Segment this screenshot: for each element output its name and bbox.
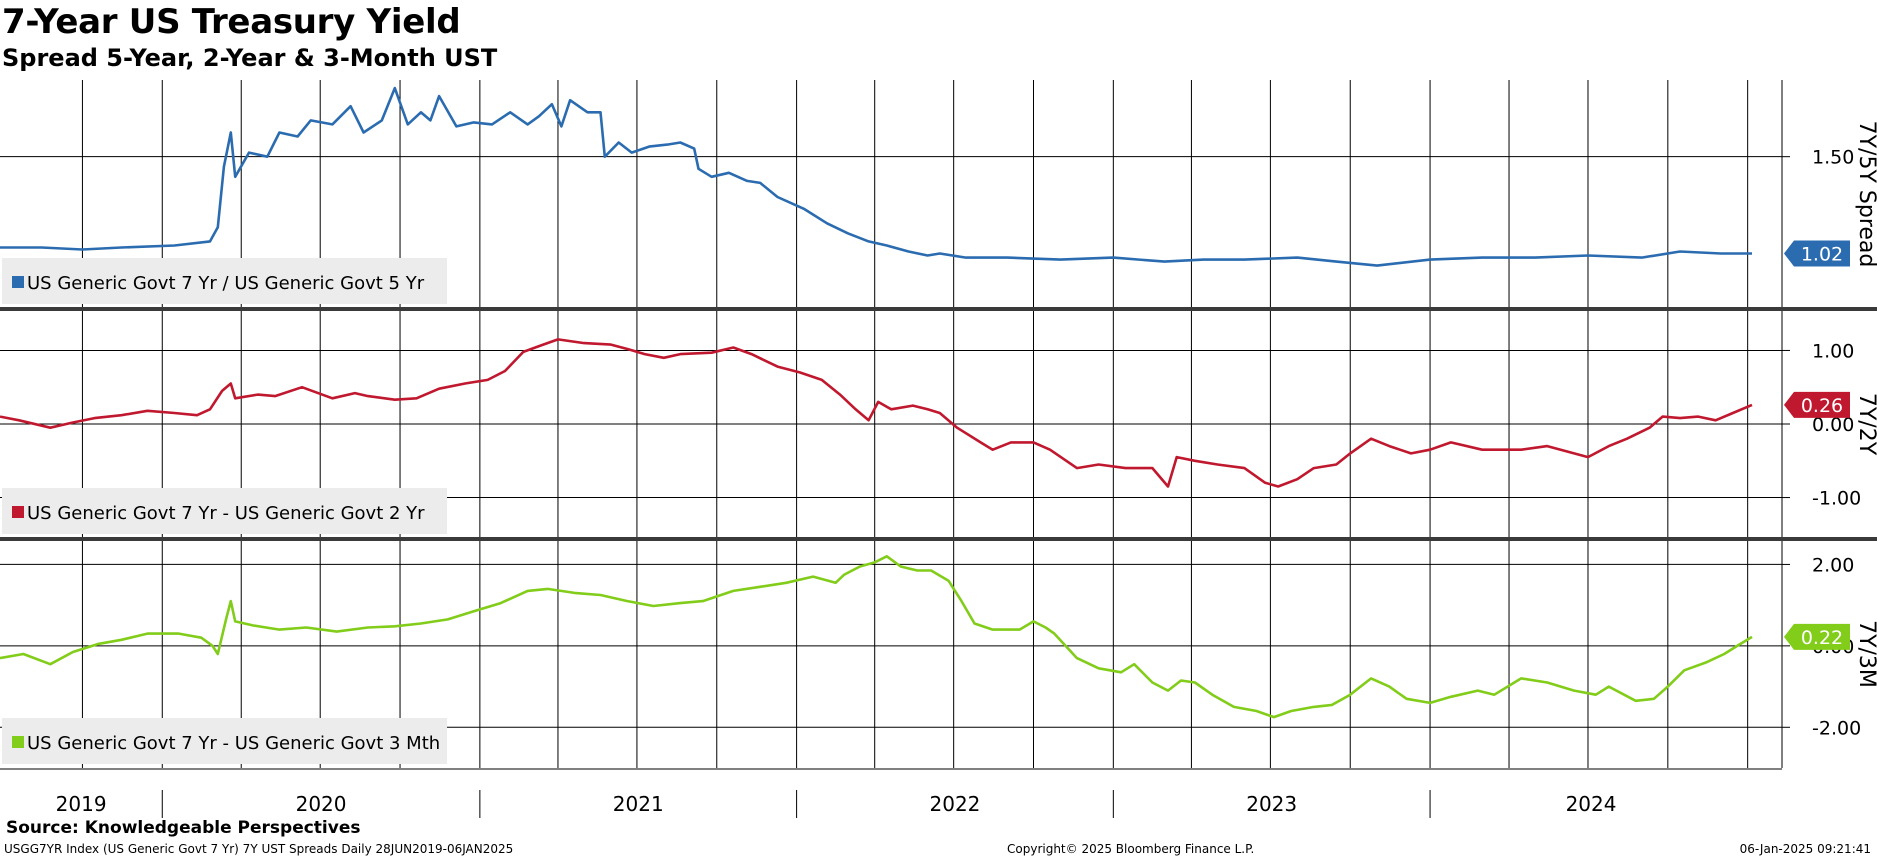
legend-swatch bbox=[12, 736, 24, 748]
footer-copyright: Copyright© 2025 Bloomberg Finance L.P. bbox=[1007, 842, 1255, 856]
legend-background bbox=[2, 488, 447, 534]
x-tick-label: 2021 bbox=[613, 792, 664, 816]
panel-1: 1.50 US Generic Govt 7 Yr / US Generic Go… bbox=[0, 80, 1877, 308]
series-line-2 bbox=[0, 338, 1753, 488]
chart-title: 7-Year US Treasury Yield bbox=[2, 2, 461, 42]
source-note: Source: Knowledgeable Perspectives bbox=[6, 818, 361, 838]
legend-label: US Generic Govt 7 Yr / US Generic Govt 5… bbox=[27, 273, 425, 294]
legend-label: US Generic Govt 7 Yr - US Generic Govt 3… bbox=[27, 733, 440, 754]
last-value-label: 1.02 bbox=[1801, 244, 1843, 266]
legend-background bbox=[2, 258, 447, 304]
axis-title-1: 7Y/5Y Spread bbox=[1854, 121, 1877, 268]
axis-title-2: 7Y/2Y bbox=[1854, 393, 1877, 456]
y-tick-label: 0.00 bbox=[1812, 414, 1854, 436]
legend-label: US Generic Govt 7 Yr - US Generic Govt 2… bbox=[27, 503, 425, 524]
chart-svg: 1.50 US Generic Govt 7 Yr / US Generic Go… bbox=[0, 80, 1877, 818]
last-value-label: 0.26 bbox=[1801, 395, 1843, 417]
last-value-marker-2: 0.26 bbox=[1784, 391, 1850, 418]
legend-swatch bbox=[12, 276, 24, 288]
chart-subtitle: Spread 5-Year, 2-Year & 3-Month UST bbox=[2, 44, 498, 72]
legend-2: US Generic Govt 7 Yr - US Generic Govt 2… bbox=[2, 488, 447, 534]
legend-3: US Generic Govt 7 Yr - US Generic Govt 3… bbox=[2, 718, 447, 764]
last-value-marker-3: 0.22 bbox=[1784, 623, 1850, 650]
series-line-3 bbox=[0, 555, 1753, 719]
panel-2: 1.00 0.00 -1.00 US Generic Govt 7 Yr - US G… bbox=[0, 310, 1877, 538]
series-line-1 bbox=[0, 86, 1752, 267]
x-tick-label: 2024 bbox=[1566, 792, 1617, 816]
x-tick-label: 2023 bbox=[1246, 792, 1297, 816]
y-tick-label: 1.50 bbox=[1812, 147, 1854, 169]
x-tick-label: 2020 bbox=[296, 792, 347, 816]
legend-1: US Generic Govt 7 Yr / US Generic Govt 5… bbox=[2, 258, 447, 304]
legend-background bbox=[2, 718, 447, 764]
last-value-tag bbox=[1784, 623, 1850, 650]
y-tick-label: 2.00 bbox=[1812, 554, 1854, 576]
last-value-tag bbox=[1784, 240, 1850, 267]
last-value-marker-1: 1.02 bbox=[1784, 240, 1850, 267]
legend-swatch bbox=[12, 506, 24, 518]
x-tick-label: 2022 bbox=[930, 792, 981, 816]
axis-title-3: 7Y/3M bbox=[1854, 620, 1877, 688]
last-value-label: 0.22 bbox=[1801, 627, 1843, 649]
footer-timestamp: 06-Jan-2025 09:21:41 bbox=[1739, 842, 1871, 856]
y-tick-label: -2.00 bbox=[1812, 717, 1861, 739]
y-tick-label: 1.00 bbox=[1812, 340, 1854, 362]
last-value-tag bbox=[1784, 391, 1850, 418]
x-tick-label: 2019 bbox=[56, 792, 107, 816]
footer-index-info: USGG7YR Index (US Generic Govt 7 Yr) 7Y … bbox=[4, 842, 514, 856]
y-tick-label: -1.00 bbox=[1812, 488, 1861, 510]
